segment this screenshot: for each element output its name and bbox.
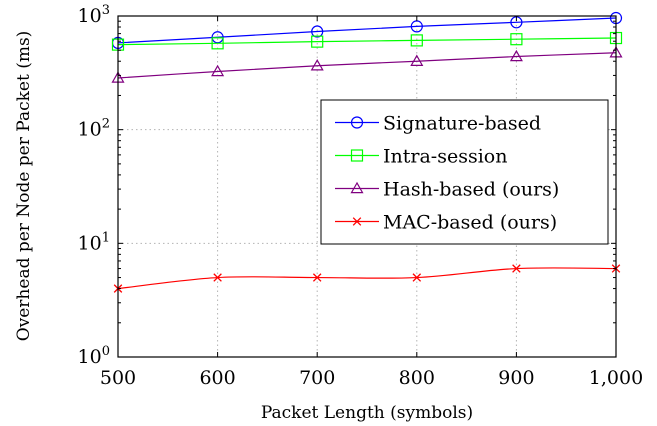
legend-marker (350, 149, 364, 162)
series-line-intra-session (117, 37, 617, 46)
x-tick-label: 600 (199, 367, 235, 389)
y-tick-label: 102 (78, 117, 110, 141)
y-tick-label: 101 (78, 230, 110, 254)
x-tick-label: 1,000 (589, 367, 643, 389)
series-line-mac-based-ours (117, 267, 617, 290)
ticks: 500 600 700 800 900 1,000 100 101 102 103 (78, 3, 644, 389)
x-tick-label: 900 (498, 367, 534, 389)
data-point-intra-session (311, 35, 324, 48)
x-tick-label: 800 (399, 367, 435, 389)
series-layer (111, 11, 623, 293)
data-point-mac-based-ours (512, 264, 521, 273)
series-line-hash-based-ours (117, 52, 617, 79)
data-point-mac-based-ours (213, 273, 222, 282)
data-point-mac-based-ours (312, 273, 322, 282)
legend-marker (352, 217, 362, 226)
x-axis-title: Packet Length (symbols) (261, 403, 473, 423)
data-point-intra-session (510, 33, 523, 46)
legend: Signature-based Intra-session Hash-based (… (320, 99, 609, 245)
x-tick-label: 700 (299, 367, 335, 389)
plot-frame (117, 15, 617, 358)
data-point-hash-based-ours (509, 49, 523, 62)
data-point-mac-based-ours (412, 273, 422, 282)
x-tick-label: 500 (100, 367, 136, 389)
y-tick-label: 103 (78, 3, 110, 27)
legend-marker (350, 181, 364, 194)
legend-marker (350, 116, 364, 129)
data-point-hash-based-ours (410, 54, 424, 66)
data-point-intra-session (410, 34, 423, 47)
legend-label: MAC-based (ours) (383, 212, 557, 234)
y-axis-title: Overhead per Node per Packet (ms) (14, 31, 34, 342)
data-point-intra-session (211, 37, 224, 50)
data-point-hash-based-ours (211, 64, 225, 77)
legend-box (320, 99, 609, 245)
data-point-hash-based-ours (310, 59, 324, 71)
series-line-signature-based (117, 17, 617, 44)
legend-label: Intra-session (383, 146, 507, 168)
data-point-signature-based (311, 25, 324, 38)
legend-label: Hash-based (ours) (383, 179, 559, 201)
legend-label: Signature-based (383, 113, 541, 135)
y-tick-label: 100 (78, 344, 110, 368)
